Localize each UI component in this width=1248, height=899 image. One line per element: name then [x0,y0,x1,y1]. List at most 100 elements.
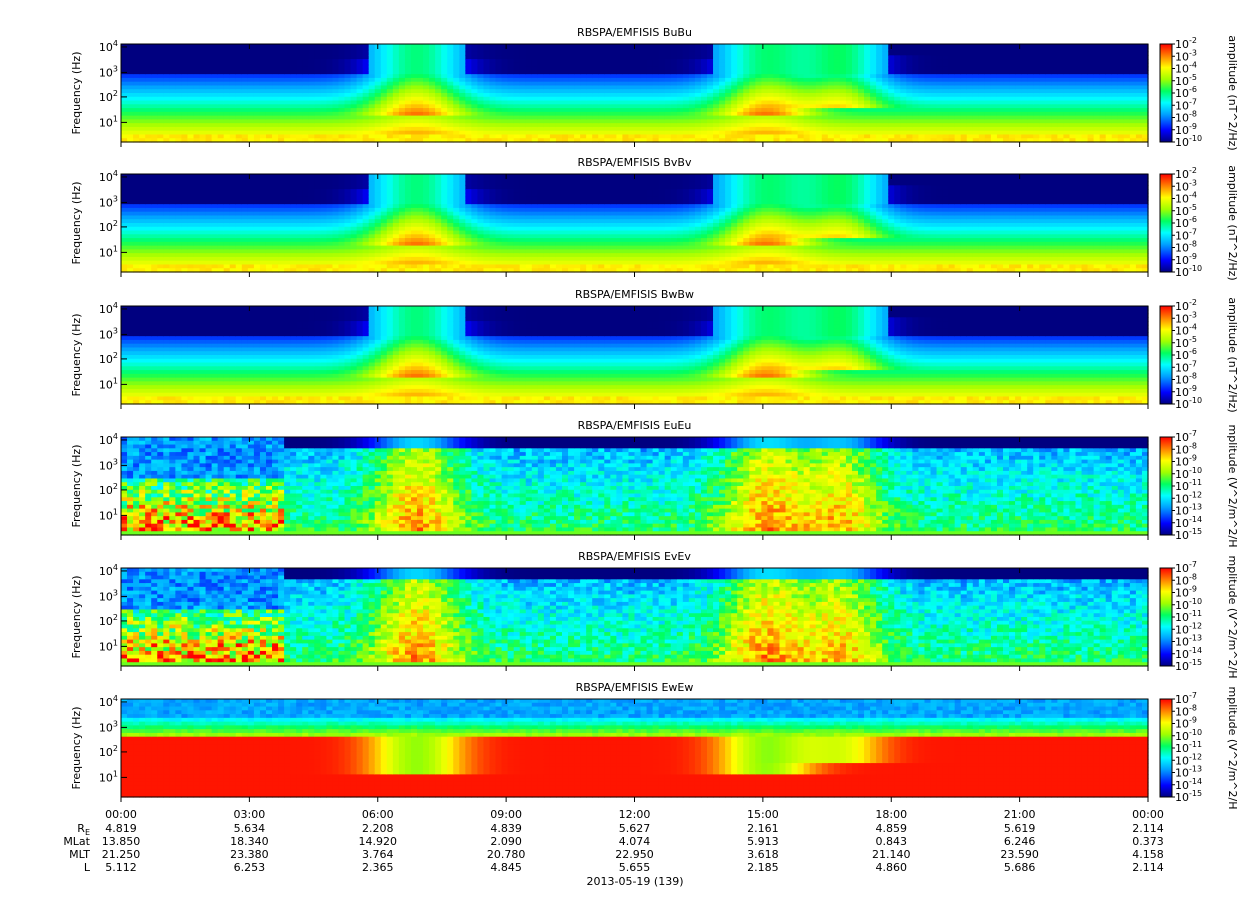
spectrogram-cell [1076,112,1083,116]
spectrogram-cell [1021,131,1028,135]
spectrogram-cell [1015,78,1022,82]
spectrogram-cell [961,70,968,74]
spectrogram-cell [230,101,237,105]
spectrogram-cell [459,78,466,82]
spectrogram-cell [1118,112,1125,116]
spectrogram-cell [369,101,376,105]
spectrogram-cell [127,119,134,123]
spectrogram-cell [193,219,200,223]
spectrogram-cell [894,70,901,74]
spectrogram-cell [302,108,309,112]
spectrogram-cell [151,70,158,74]
spectrogram-cell [882,127,889,131]
spectrogram-cell [659,123,666,127]
spectrogram-cell [447,63,454,67]
spectrogram-cell [834,116,841,120]
spectrogram-cell [604,119,611,123]
spectrogram-cell [121,82,128,86]
spectrogram-cell [272,116,279,120]
spectrogram-cell [743,44,750,48]
spectrogram-cell [133,93,140,97]
spectrogram-cell [212,93,219,97]
spectrogram-cell [163,257,170,261]
spectrogram-cell [562,63,569,67]
spectrogram-cell [212,242,219,246]
spectrogram-cell [665,70,672,74]
spectrogram-cell [351,93,358,97]
spectrogram-cell [635,85,642,89]
spectrogram-cell [532,52,539,56]
spectrogram-cell [858,70,865,74]
spectrogram-cell [490,131,497,135]
spectrogram-cell [931,116,938,120]
spectrogram-cell [822,52,829,56]
spectrogram-cell [314,134,321,138]
spectrogram-cell [773,85,780,89]
spectrogram-cell [804,74,811,78]
spectrogram-cell [592,108,599,112]
spectrogram-cell [719,101,726,105]
spectrogram-cell [187,97,194,101]
spectrogram-cell [846,116,853,120]
spectrogram-cell [520,55,527,59]
spectrogram-cell [973,55,980,59]
spectrogram-cell [967,59,974,63]
spectrogram-cell [236,93,243,97]
spectrogram-cell [810,89,817,93]
spectrogram-cell [538,131,545,135]
spectrogram-cell [924,59,931,63]
spectrogram-cell [1027,134,1034,138]
spectrogram-cell [151,197,158,201]
spectrogram-cell [417,97,424,101]
spectrogram-cell [773,97,780,101]
spectrogram-cell [405,97,412,101]
spectrogram-cell [1045,119,1052,123]
spectrogram-cell [985,59,992,63]
spectrogram-cell [882,93,889,97]
spectrogram-cell [465,108,472,112]
spectrogram-cell [230,119,237,123]
spectrogram-cell [894,85,901,89]
spectrogram-cell [931,97,938,101]
spectrogram-cell [151,212,158,216]
spectrogram-cell [272,67,279,71]
spectrogram-cell [1106,104,1113,108]
spectrogram-cell [858,101,865,105]
spectrogram-cell [351,85,358,89]
spectrogram-cell [822,55,829,59]
spectrogram-cell [157,193,164,197]
spectrogram-cell [218,48,225,52]
spectrogram-cell [931,85,938,89]
spectrogram-cell [320,70,327,74]
spectrogram-cell [695,134,702,138]
spectrogram-cell [749,59,756,63]
spectrogram-cell [840,97,847,101]
spectrogram-cell [447,74,454,78]
spectrogram-cell [598,93,605,97]
spectrogram-cell [175,193,182,197]
spectrogram-cell [991,97,998,101]
spectrogram-cell [441,108,448,112]
spectrogram-cell [338,108,345,112]
spectrogram-cell [429,82,436,86]
spectrogram-cell [562,74,569,78]
spectrogram-cell [949,104,956,108]
spectrogram-cell [151,67,158,71]
spectrogram-cell [786,44,793,48]
spectrogram-cell [363,89,370,93]
spectrogram-cell [435,112,442,116]
spectrogram-cell [622,93,629,97]
spectrogram-cell [441,127,448,131]
spectrogram-cell [864,108,871,112]
spectrogram-cell [405,74,412,78]
spectrogram-cell [133,227,140,231]
spectrogram-cell [338,52,345,56]
spectrogram-cell [145,131,152,135]
spectrogram-cell [979,112,986,116]
spectrogram-cell [338,82,345,86]
spectrogram-cell [242,70,249,74]
spectrogram-cell [236,97,243,101]
spectrogram-cell [351,70,358,74]
spectrogram-cell [1112,104,1119,108]
spectrogram-cell [725,59,732,63]
